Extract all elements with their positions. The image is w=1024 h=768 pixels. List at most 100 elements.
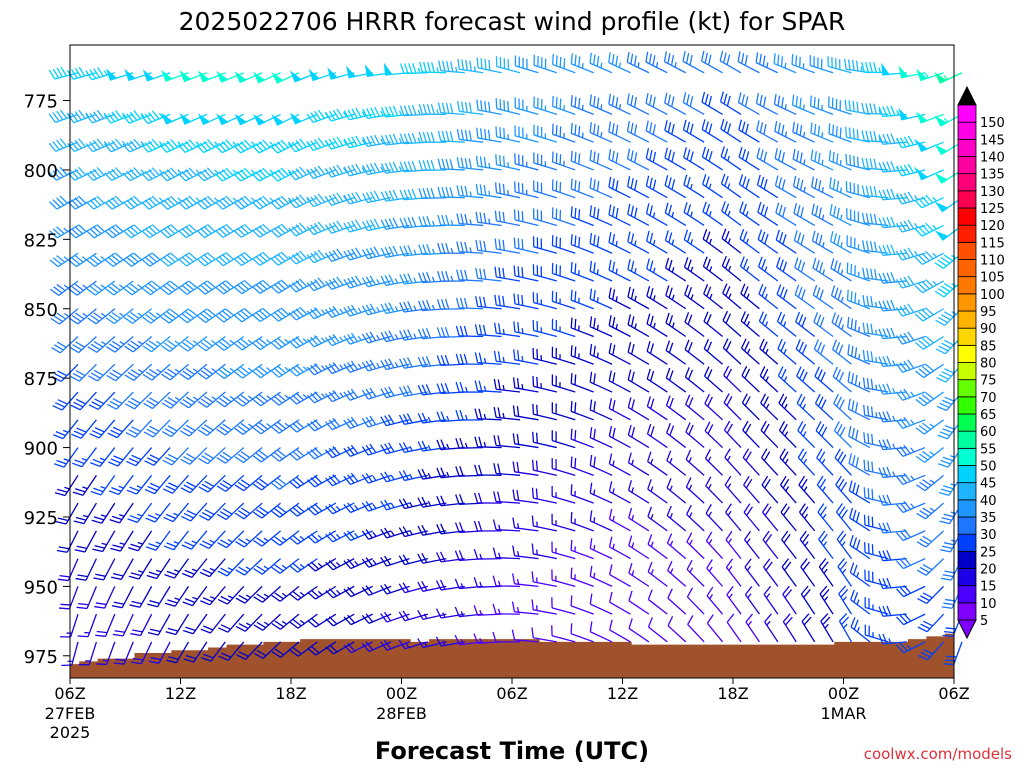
wind-barb xyxy=(665,312,687,338)
wind-barb xyxy=(915,391,944,407)
wind-barb xyxy=(251,195,281,210)
wind-barb xyxy=(723,393,742,421)
wind-barb xyxy=(776,284,797,310)
wind-barb xyxy=(270,363,300,378)
colorbar-swatch xyxy=(957,499,977,518)
wind-barb xyxy=(721,228,742,254)
wind-barb xyxy=(664,120,687,143)
wind-barb xyxy=(531,459,557,476)
wind-barb xyxy=(270,307,300,322)
wind-barb xyxy=(364,64,392,77)
wind-barb xyxy=(270,391,300,406)
wind-barb xyxy=(895,219,926,233)
wind-barb xyxy=(608,204,631,227)
wind-barb xyxy=(861,240,889,254)
colorbar-label: 150 xyxy=(980,116,1005,131)
wind-barb xyxy=(85,167,116,181)
wind-barb xyxy=(89,419,116,439)
wind-barb xyxy=(126,474,153,495)
wind-barb xyxy=(683,202,705,227)
wind-barb xyxy=(916,68,944,82)
wind-barb xyxy=(105,336,134,353)
wind-barb xyxy=(838,585,853,615)
wind-barb xyxy=(551,513,576,532)
wind-barb xyxy=(862,349,889,365)
wind-barb xyxy=(474,408,502,421)
wind-barb xyxy=(253,530,281,547)
wind-barb xyxy=(234,447,263,464)
wind-barb xyxy=(252,502,281,519)
wind-barb xyxy=(533,124,558,143)
wind-barb xyxy=(475,183,502,199)
wind-barb xyxy=(361,387,392,400)
wind-barb xyxy=(895,388,926,401)
wind-barb xyxy=(570,484,594,504)
wind-barb xyxy=(666,422,687,449)
wind-barb xyxy=(104,195,134,210)
wind-barb xyxy=(233,223,263,238)
wind-barb xyxy=(645,148,668,171)
wind-barb xyxy=(88,391,116,411)
wind-barb xyxy=(684,284,705,310)
wind-barb xyxy=(818,530,834,560)
wind-barb xyxy=(663,51,687,74)
wind-barb xyxy=(88,363,116,382)
wind-barb xyxy=(781,530,797,560)
wind-barb xyxy=(67,166,97,181)
wind-barb xyxy=(476,99,502,116)
wind-barb xyxy=(531,487,557,504)
wind-barb xyxy=(723,420,742,449)
wind-barb xyxy=(143,419,171,438)
wind-barb xyxy=(895,275,926,289)
wind-barb xyxy=(72,474,97,496)
wind-barb xyxy=(761,475,779,504)
wind-barb xyxy=(721,255,742,282)
wind-barb xyxy=(862,322,889,338)
wind-barb xyxy=(455,437,484,449)
wind-barb xyxy=(476,57,502,74)
wind-barb xyxy=(895,416,926,429)
wind-barb xyxy=(217,530,245,549)
wind-barb xyxy=(686,532,705,560)
footer-credit[interactable]: coolwx.com/models xyxy=(864,745,1012,763)
wind-barb xyxy=(829,231,852,254)
wind-barb xyxy=(814,366,834,393)
wind-barb xyxy=(878,244,907,256)
wind-barb xyxy=(570,289,594,310)
wind-barb xyxy=(417,609,447,621)
wind-barb xyxy=(589,122,613,143)
wind-barb xyxy=(399,385,429,397)
wind-barb xyxy=(182,585,208,607)
wind-barb xyxy=(163,530,190,551)
wind-barb xyxy=(216,113,245,126)
wind-barb xyxy=(551,458,576,476)
wind-barb xyxy=(103,110,134,124)
wind-barb xyxy=(251,279,281,294)
wind-barb xyxy=(456,185,484,199)
wind-barb xyxy=(196,223,226,239)
wind-barb xyxy=(380,217,410,230)
wind-barb xyxy=(417,468,447,480)
y-tick-label: 950 xyxy=(24,577,58,598)
wind-barb xyxy=(271,71,300,84)
wind-barb xyxy=(417,496,447,508)
wind-barb xyxy=(270,335,300,350)
wind-barb xyxy=(810,149,834,171)
wind-barb xyxy=(142,336,171,353)
wind-barb xyxy=(832,366,852,393)
wind-barb xyxy=(233,363,263,379)
wind-barb xyxy=(112,613,134,637)
wind-barb xyxy=(492,603,521,615)
wind-barb xyxy=(917,641,945,661)
wind-barb xyxy=(475,155,502,171)
wind-barb xyxy=(848,425,871,449)
wind-barb xyxy=(67,109,97,124)
wind-barb xyxy=(818,558,834,587)
wind-barb xyxy=(67,138,97,153)
y-axis: 775 800 825 850 875 900 925 950 975 xyxy=(24,92,70,668)
wind-barb xyxy=(253,585,282,603)
colorbar-swatch xyxy=(957,362,977,381)
wind-barb xyxy=(810,176,834,199)
wind-barb xyxy=(343,163,373,177)
wind-barb xyxy=(916,530,945,548)
